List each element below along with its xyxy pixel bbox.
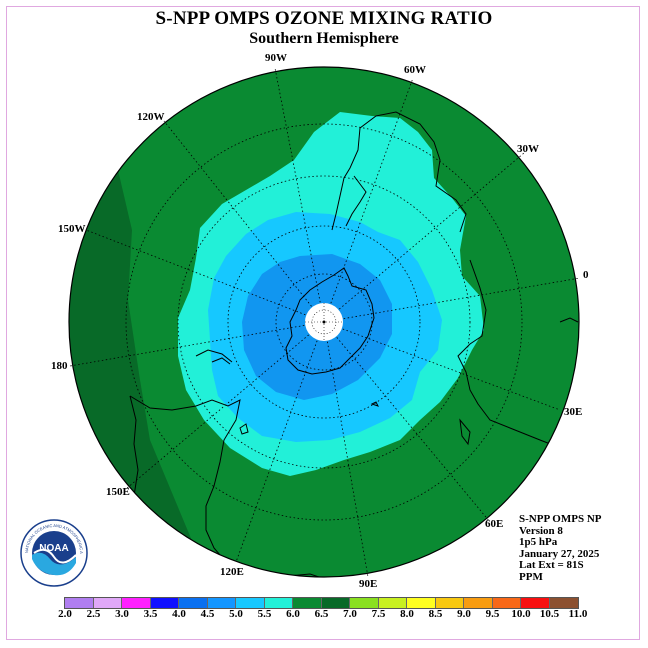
longitude-grid <box>69 67 581 578</box>
lon-label: 120E <box>220 566 244 578</box>
lon-label: 90E <box>359 578 377 590</box>
colorbar-tick-label: 6.0 <box>286 608 300 620</box>
colorbar-tick-label: 2.5 <box>86 608 101 620</box>
colorbar-swatch <box>378 598 407 608</box>
longitude-labels: 90W 60W 30W 0 30E 60E 90E 120E 150E 180 … <box>51 52 589 590</box>
lon-label: 150E <box>106 486 130 498</box>
info-line-version: Version 8 <box>519 524 563 537</box>
colorbar-swatch <box>492 598 521 608</box>
colorbar-swatch <box>350 598 379 608</box>
ozone-field <box>69 67 579 577</box>
product-info: S-NPP OMPS NP Version 8 1p5 hPa January … <box>519 513 602 583</box>
map-title: S-NPP OMPS OZONE MIXING RATIO <box>155 8 493 29</box>
noaa-logo-icon: NOAA NATIONAL OCEANIC AND ATMOSPHERIC AD… <box>20 519 88 587</box>
colorbar-tick-label: 7.5 <box>371 608 386 620</box>
colorbar-swatch <box>321 598 350 608</box>
colorbar-tick-label: 9.5 <box>485 608 500 620</box>
info-line-instrument: S-NPP OMPS NP <box>519 513 602 525</box>
colorbar-tick-label: 3.5 <box>143 608 158 620</box>
colorbar-swatch <box>521 598 550 608</box>
lon-label: 60W <box>404 64 426 76</box>
south-pole-marker <box>322 320 326 324</box>
figure-frame <box>6 6 640 640</box>
colorbar-swatch <box>407 598 436 608</box>
lon-label: 60E <box>485 518 503 530</box>
colorbar-swatch <box>435 598 464 608</box>
colorbar-tick-label: 4.0 <box>172 608 186 620</box>
info-line-lat-extent: Lat Ext = 81S <box>519 559 584 571</box>
lon-label: 30E <box>564 406 582 418</box>
noaa-logo-text: NOAA <box>39 543 68 554</box>
colorbar-tick-label: 5.5 <box>257 608 272 620</box>
colorbar-tick-label: 4.5 <box>200 608 215 620</box>
map-subtitle: Southern Hemisphere <box>249 30 399 47</box>
lon-label: 180 <box>51 360 68 372</box>
colorbar-tick-label: 10.5 <box>539 608 560 620</box>
colorbar-tick-label: 5.0 <box>229 608 243 620</box>
colorbar-tick-label: 2.0 <box>58 608 72 620</box>
colorbar-tick-label: 3.0 <box>115 608 129 620</box>
lon-label: 150W <box>58 223 86 235</box>
lon-label: 90W <box>265 52 287 64</box>
colorbar-tick-label: 8.0 <box>400 608 414 620</box>
colorbar-swatch <box>65 598 94 608</box>
colorbar-tick-label: 6.5 <box>314 608 329 620</box>
colorbar-swatch <box>179 598 208 608</box>
colorbar-swatch <box>293 598 322 608</box>
colorbar-swatch <box>93 598 122 608</box>
colorbar-tick-label: 11.0 <box>568 608 588 620</box>
colorbar-swatch <box>264 598 293 608</box>
colorbar-tick-label: 9.0 <box>457 608 471 620</box>
colorbar-tick-label: 10.0 <box>511 608 531 620</box>
colorbar-swatch <box>122 598 151 608</box>
colorbar-swatch <box>549 598 578 608</box>
colorbar-tick-label: 7.0 <box>343 608 357 620</box>
colorbar-swatch <box>464 598 493 608</box>
coastlines <box>129 111 579 577</box>
colorbar-tick-label: 8.5 <box>428 608 443 620</box>
map-boundary <box>68 66 580 578</box>
colorbar-swatch <box>207 598 236 608</box>
colorbar <box>64 597 579 609</box>
info-line-date: January 27, 2025 <box>519 547 600 560</box>
lon-label: 120W <box>137 111 165 123</box>
lon-label: 30W <box>517 143 539 155</box>
info-line-pressure: 1p5 hPa <box>519 536 558 548</box>
colorbar-swatch <box>236 598 265 608</box>
info-line-units: PPM <box>519 570 543 583</box>
colorbar-swatch <box>150 598 179 608</box>
lon-label: 0 <box>583 269 589 281</box>
latitude-grid <box>125 123 523 521</box>
colorbar-ticks: 2.0 2.5 3.0 3.5 4.0 4.5 5.0 5.5 6.0 6.5 7.0 7.5 8.0 8… <box>0 608 648 622</box>
